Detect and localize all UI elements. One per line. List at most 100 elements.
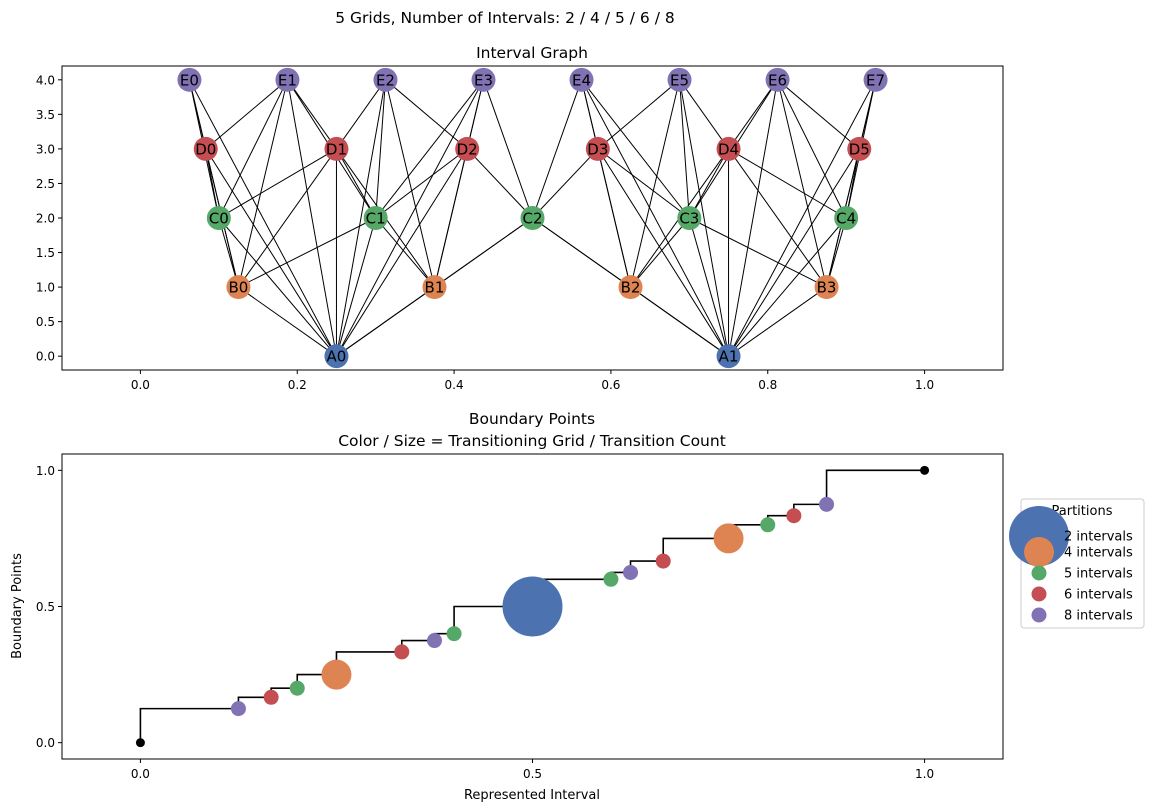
graph-edge	[679, 79, 729, 150]
graph-node	[275, 67, 300, 92]
graph-node	[863, 67, 888, 92]
graph-node-label: C0	[209, 210, 229, 228]
legend-marker	[1009, 506, 1069, 566]
graph-node-label: E6	[768, 71, 787, 89]
graph-edge	[205, 148, 337, 357]
graph-edge	[728, 148, 827, 288]
boundary-point	[394, 644, 410, 660]
x-tick-label: 0.0	[131, 767, 150, 781]
graph-node	[324, 344, 349, 369]
graph-edge	[597, 148, 690, 219]
graph-edge	[581, 79, 729, 357]
graph-edge	[728, 148, 860, 357]
y-tick-label: 4.0	[36, 73, 55, 87]
legend-label: 2 intervals	[1064, 530, 1133, 545]
boundary-subtitle: Color / Size = Transitioning Grid / Tran…	[338, 432, 726, 450]
graph-edge	[688, 148, 729, 219]
graph-edge	[237, 79, 288, 288]
endpoint-marker	[920, 465, 930, 475]
graph-edge	[689, 217, 827, 288]
graph-node-label: B2	[621, 279, 641, 297]
x-tick-label: 0.0	[131, 378, 150, 392]
y-tick-label: 3.5	[36, 108, 55, 122]
graph-edge	[581, 79, 690, 219]
graph-edge	[238, 286, 337, 357]
graph-node	[667, 67, 692, 92]
graph-node-label: A1	[719, 348, 739, 366]
x-tick-label: 1.0	[915, 378, 934, 392]
graph-node	[814, 275, 839, 300]
graph-edge	[287, 79, 337, 150]
boundary-point	[263, 689, 279, 705]
boundary-point	[623, 564, 639, 580]
x-axis-label: Represented Interval	[464, 788, 600, 803]
graph-node-label: D5	[849, 140, 870, 158]
legend-marker	[1031, 586, 1047, 602]
graph-node-label: D3	[587, 140, 608, 158]
graph-node	[363, 206, 388, 230]
graph-edge	[532, 79, 582, 219]
y-tick-label: 0.5	[36, 600, 55, 614]
graph-edge	[375, 217, 435, 288]
graph-node-label: E3	[474, 71, 493, 89]
graph-edge	[728, 217, 847, 357]
y-tick-label: 1.0	[36, 464, 55, 478]
graph-node	[716, 136, 741, 161]
x-tick-label: 0.6	[601, 378, 620, 392]
y-tick-label: 0.0	[36, 350, 55, 364]
graph-edge	[630, 79, 681, 288]
legend-label: 8 intervals	[1064, 609, 1133, 624]
graph-edge	[434, 217, 533, 288]
graph-edge	[688, 217, 730, 357]
graph-edge	[238, 148, 337, 288]
graph-edge	[375, 79, 386, 219]
graph-edge	[532, 217, 631, 288]
boundary-point	[230, 701, 246, 717]
graph-node	[422, 275, 447, 300]
graph-node	[455, 136, 480, 161]
graph-edge	[384, 79, 435, 288]
boundary-point	[819, 496, 835, 512]
graph-edge	[728, 79, 877, 357]
graph-node	[226, 275, 251, 300]
graph-node	[206, 206, 231, 230]
graph-title: Interval Graph	[476, 44, 588, 62]
graph-edge	[728, 79, 778, 150]
graph-node-label: B3	[817, 279, 837, 297]
graph-edge	[336, 79, 484, 357]
x-tick-label: 1.0	[915, 767, 934, 781]
graph-node-label: B1	[425, 279, 445, 297]
boundary-points-chart: 0.0 0.5 1.0 0.0 0.5 1.0	[36, 453, 1004, 781]
y-tick-label: 2.0	[36, 212, 55, 226]
graph-edge	[728, 286, 827, 357]
y-tick-label: 2.5	[36, 177, 55, 191]
legend-title: Partitions	[1052, 504, 1113, 519]
graph-edge	[205, 79, 288, 150]
x-tick-label: 0.2	[288, 378, 307, 392]
graph-edge	[483, 79, 533, 219]
graph-node	[569, 67, 594, 92]
graph-edge	[375, 148, 468, 219]
graph-node-label: E2	[376, 71, 395, 89]
graph-edge	[532, 148, 599, 219]
graph-node-label: E0	[180, 71, 199, 89]
graph-node	[677, 206, 702, 230]
legend-marker	[1031, 565, 1047, 581]
graph-edge	[188, 79, 337, 357]
graph-node-label: D4	[718, 140, 739, 158]
boundary-title: Boundary Points	[469, 410, 595, 428]
graph-edge	[336, 79, 386, 150]
graph-edge	[335, 217, 377, 357]
graph-edge	[679, 79, 730, 357]
boundary-point	[321, 659, 352, 690]
graph-node-label: E4	[572, 71, 591, 89]
graph-edge	[728, 79, 779, 357]
graph-node-label: E5	[670, 71, 689, 89]
graph-edge	[777, 79, 860, 150]
boundary-point	[426, 633, 442, 649]
graph-node	[324, 136, 349, 161]
y-tick-label: 0.0	[36, 736, 55, 750]
graph-node	[520, 206, 545, 230]
graph-edge	[466, 148, 533, 219]
